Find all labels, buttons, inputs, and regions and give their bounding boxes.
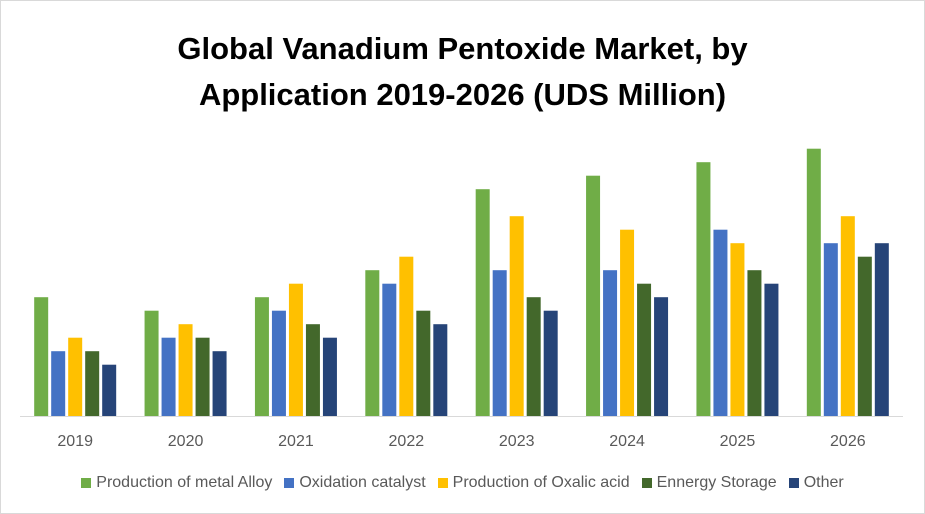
bar-2020-series-3: [195, 337, 210, 416]
bar-2023-series-2: [509, 216, 524, 416]
bar-2021-series-4: [322, 337, 337, 416]
bar-2019-series-2: [68, 337, 83, 416]
bar-2024-series-3: [637, 283, 652, 416]
bar-2020-series-0: [144, 310, 159, 416]
chart-title-line-2: Application 2019-2026 (UDS Million): [198, 77, 727, 112]
legend-item-energy-storage: Ennergy Storage: [641, 474, 777, 492]
bar-2020-series-4: [212, 351, 227, 416]
bar-2023-series-0: [475, 189, 490, 416]
legend-label: Production of Oxalic acid: [452, 474, 630, 491]
bar-2025-series-0: [696, 162, 711, 416]
bar-2021-series-3: [305, 324, 320, 416]
x-tick-label: 2024: [609, 433, 645, 450]
bar-2021-series-1: [271, 310, 286, 416]
x-tick-label: 2019: [57, 433, 93, 450]
bar-2025-series-2: [730, 243, 745, 416]
bar-2025-series-4: [764, 283, 779, 416]
bar-2026-series-1: [823, 243, 838, 416]
bar-2021-series-2: [288, 283, 303, 416]
bar-2026-series-4: [874, 243, 889, 416]
bar-2022-series-0: [365, 270, 380, 416]
bar-2024-series-2: [620, 229, 635, 416]
chart-legend: Production of metal Alloy Oxidation cata…: [0, 472, 925, 494]
legend-swatch: [81, 478, 92, 488]
bar-2022-series-4: [433, 324, 448, 416]
bar-2022-series-2: [399, 256, 414, 416]
x-tick-label: 2023: [499, 433, 535, 450]
legend-item-oxalic-acid: Production of Oxalic acid: [437, 474, 630, 492]
chart-title-line-1: Global Vanadium Pentoxide Market, by: [177, 31, 748, 66]
x-tick-label: 2021: [278, 433, 314, 450]
legend-label: Production of metal Alloy: [96, 474, 273, 491]
bar-2020-series-1: [161, 337, 176, 416]
bar-2023-series-3: [526, 297, 541, 416]
bar-2026-series-0: [806, 148, 821, 416]
x-tick-label: 2025: [720, 433, 756, 450]
bar-2019-series-1: [51, 351, 66, 416]
legend-item-other: Other: [788, 474, 844, 492]
x-tick-label: 2022: [389, 433, 425, 450]
bar-2025-series-1: [713, 229, 728, 416]
legend-swatch: [284, 478, 295, 488]
bar-2019-series-3: [85, 351, 100, 416]
legend-label: Ennergy Storage: [656, 474, 777, 491]
bar-2026-series-2: [840, 216, 855, 416]
x-tick-label: 2026: [830, 433, 866, 450]
bar-2023-series-1: [492, 270, 507, 416]
legend-item-oxidation-catalyst: Oxidation catalyst: [284, 474, 426, 492]
bar-2023-series-4: [543, 310, 558, 416]
x-tick-label: 2020: [168, 433, 204, 450]
legend-item-metal-alloy: Production of metal Alloy: [81, 474, 272, 492]
chart-title: Global Vanadium Pentoxide Market, by App…: [0, 26, 925, 118]
bar-2024-series-0: [586, 175, 601, 416]
bar-2026-series-3: [857, 256, 872, 416]
bar-2025-series-3: [747, 270, 762, 416]
legend-swatch: [437, 478, 448, 488]
bar-2021-series-0: [254, 297, 269, 416]
legend-label: Oxidation catalyst: [299, 474, 426, 491]
legend-swatch: [788, 478, 799, 488]
legend-label: Other: [803, 474, 844, 491]
bar-2024-series-4: [654, 297, 669, 416]
bar-2024-series-1: [603, 270, 618, 416]
bar-2019-series-0: [34, 297, 49, 416]
bar-2019-series-4: [102, 364, 117, 416]
bar-2020-series-2: [178, 324, 193, 416]
bar-2022-series-3: [416, 310, 431, 416]
legend-swatch: [641, 478, 652, 488]
bar-2022-series-1: [382, 283, 397, 416]
